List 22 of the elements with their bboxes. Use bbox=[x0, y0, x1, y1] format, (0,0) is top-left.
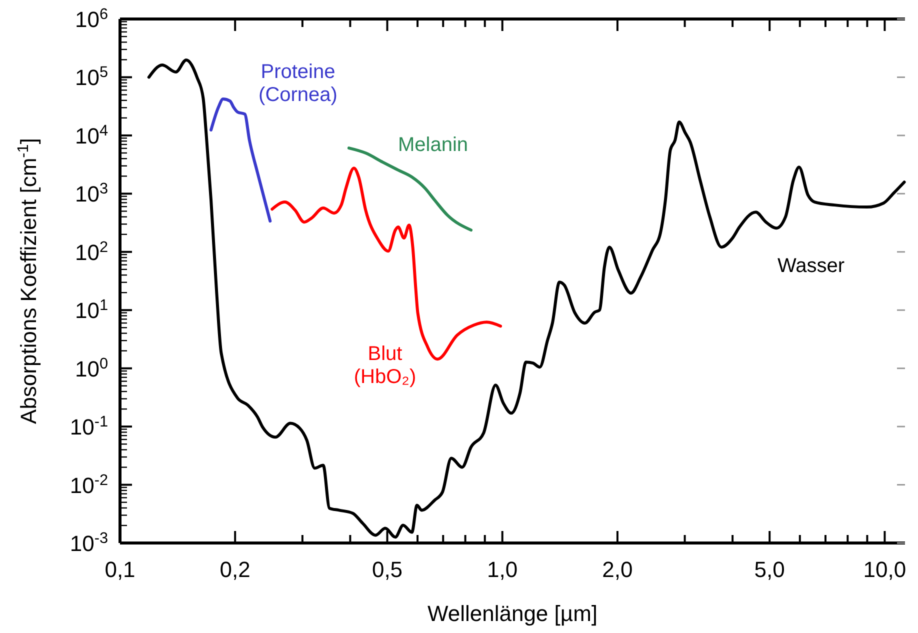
y-tick-label: 10$^{-2}$ bbox=[70, 471, 108, 498]
y-tick-label: 10$^{5}$ bbox=[74, 64, 108, 90]
y-tick-label: 10$^{6}$ bbox=[74, 6, 108, 32]
y-tick-label: 10$^{3}$ bbox=[74, 180, 108, 207]
y-tick-label: 10$^{0}$ bbox=[74, 354, 108, 382]
x-tick-label: 0,2 bbox=[220, 557, 250, 582]
y-tick-label: 10$^{-3}$ bbox=[70, 530, 108, 556]
series-label: Melanin bbox=[398, 134, 468, 156]
series-label: Proteine (Cornea) bbox=[258, 61, 338, 106]
series-label: Wasser bbox=[777, 255, 845, 277]
x-tick-label: 5,0 bbox=[754, 557, 785, 582]
x-tick-label: 0,5 bbox=[372, 557, 403, 582]
x-tick-label: 0,1 bbox=[104, 557, 136, 582]
y-tick-label: 10$^{-1}$ bbox=[70, 413, 108, 440]
y-tick-label: 10$^{4}$ bbox=[74, 122, 108, 148]
y-tick-label: 10$^{1}$ bbox=[74, 296, 108, 324]
x-tick-label: 10,0 bbox=[863, 557, 906, 582]
x-axis-title: Wellenlänge [µm] bbox=[427, 601, 598, 626]
x-tick-label: 2,0 bbox=[602, 557, 633, 582]
x-tick-label: 1,0 bbox=[487, 557, 518, 582]
series-label: Blut (HbO₂) bbox=[354, 343, 416, 388]
y-tick-label: 10$^{2}$ bbox=[74, 238, 108, 265]
